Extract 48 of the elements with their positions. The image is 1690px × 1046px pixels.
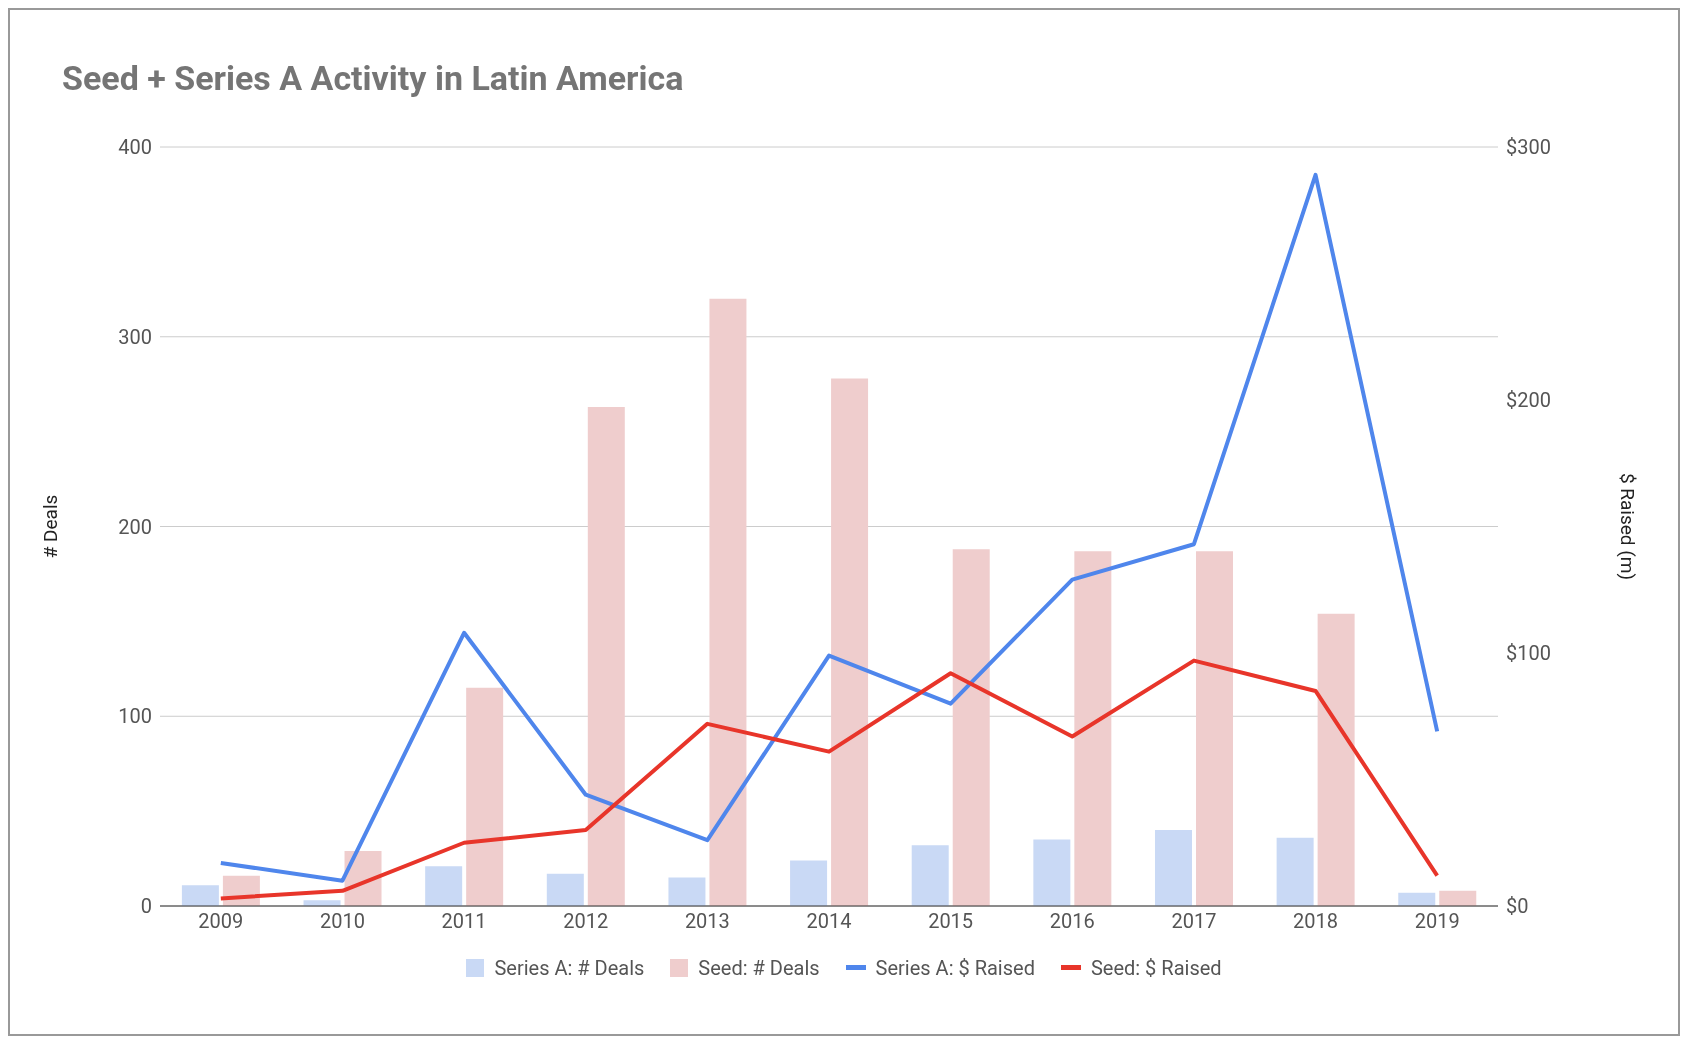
x-tick-label: 2016 [1049,909,1095,934]
bar [1276,837,1314,906]
bar [1439,890,1477,906]
bar [831,378,869,906]
y-tick-label: 0 [140,894,152,919]
x-tick-label: 2014 [806,909,852,934]
bar [911,845,949,906]
y-tick-label: 300 [118,324,152,349]
x-tick-label: 2019 [1414,909,1460,934]
bar [466,687,504,906]
bar [1033,839,1071,906]
bar [1195,551,1233,906]
legend-label: Series A: $ Raised [875,956,1035,980]
bar [709,298,747,906]
bar [1317,613,1355,906]
y-tick-label: 400 [118,135,152,160]
y2-axis-title: $ Raised (m) [1616,472,1640,581]
y-tick-label: 100 [118,704,152,729]
y-tick-label: 200 [118,514,152,539]
x-tick-label: 2017 [1171,909,1217,934]
x-tick-label: 2013 [684,909,730,934]
x-tick-label: 2018 [1293,909,1339,934]
bar [546,873,584,906]
y-axis-title: # Deals [38,494,62,559]
line-series [218,172,1440,883]
line-series [218,658,1440,901]
bar [668,877,706,906]
x-tick-label: 2015 [928,909,974,934]
legend-label: Seed: # Deals [698,956,820,980]
bar [952,549,990,906]
y2-tick-label: $100 [1506,641,1551,666]
bar [425,866,463,906]
bar [790,860,828,906]
legend-label: Seed: $ Raised [1090,956,1222,980]
chart-title: Seed + Series A Activity in Latin America [62,58,684,98]
bar [1398,892,1436,906]
bar [1154,830,1192,906]
x-tick-label: 2010 [319,909,365,934]
x-tick-label: 2012 [563,909,609,934]
legend-label: Series A: # Deals [494,956,645,980]
y2-tick-label: $0 [1506,894,1529,919]
bar [181,885,219,906]
x-tick-label: 2009 [198,909,244,934]
x-tick-label: 2011 [441,909,487,934]
y2-tick-label: $300 [1506,135,1551,160]
y2-tick-label: $200 [1506,388,1551,413]
bar [1074,551,1112,906]
bar [587,406,625,906]
